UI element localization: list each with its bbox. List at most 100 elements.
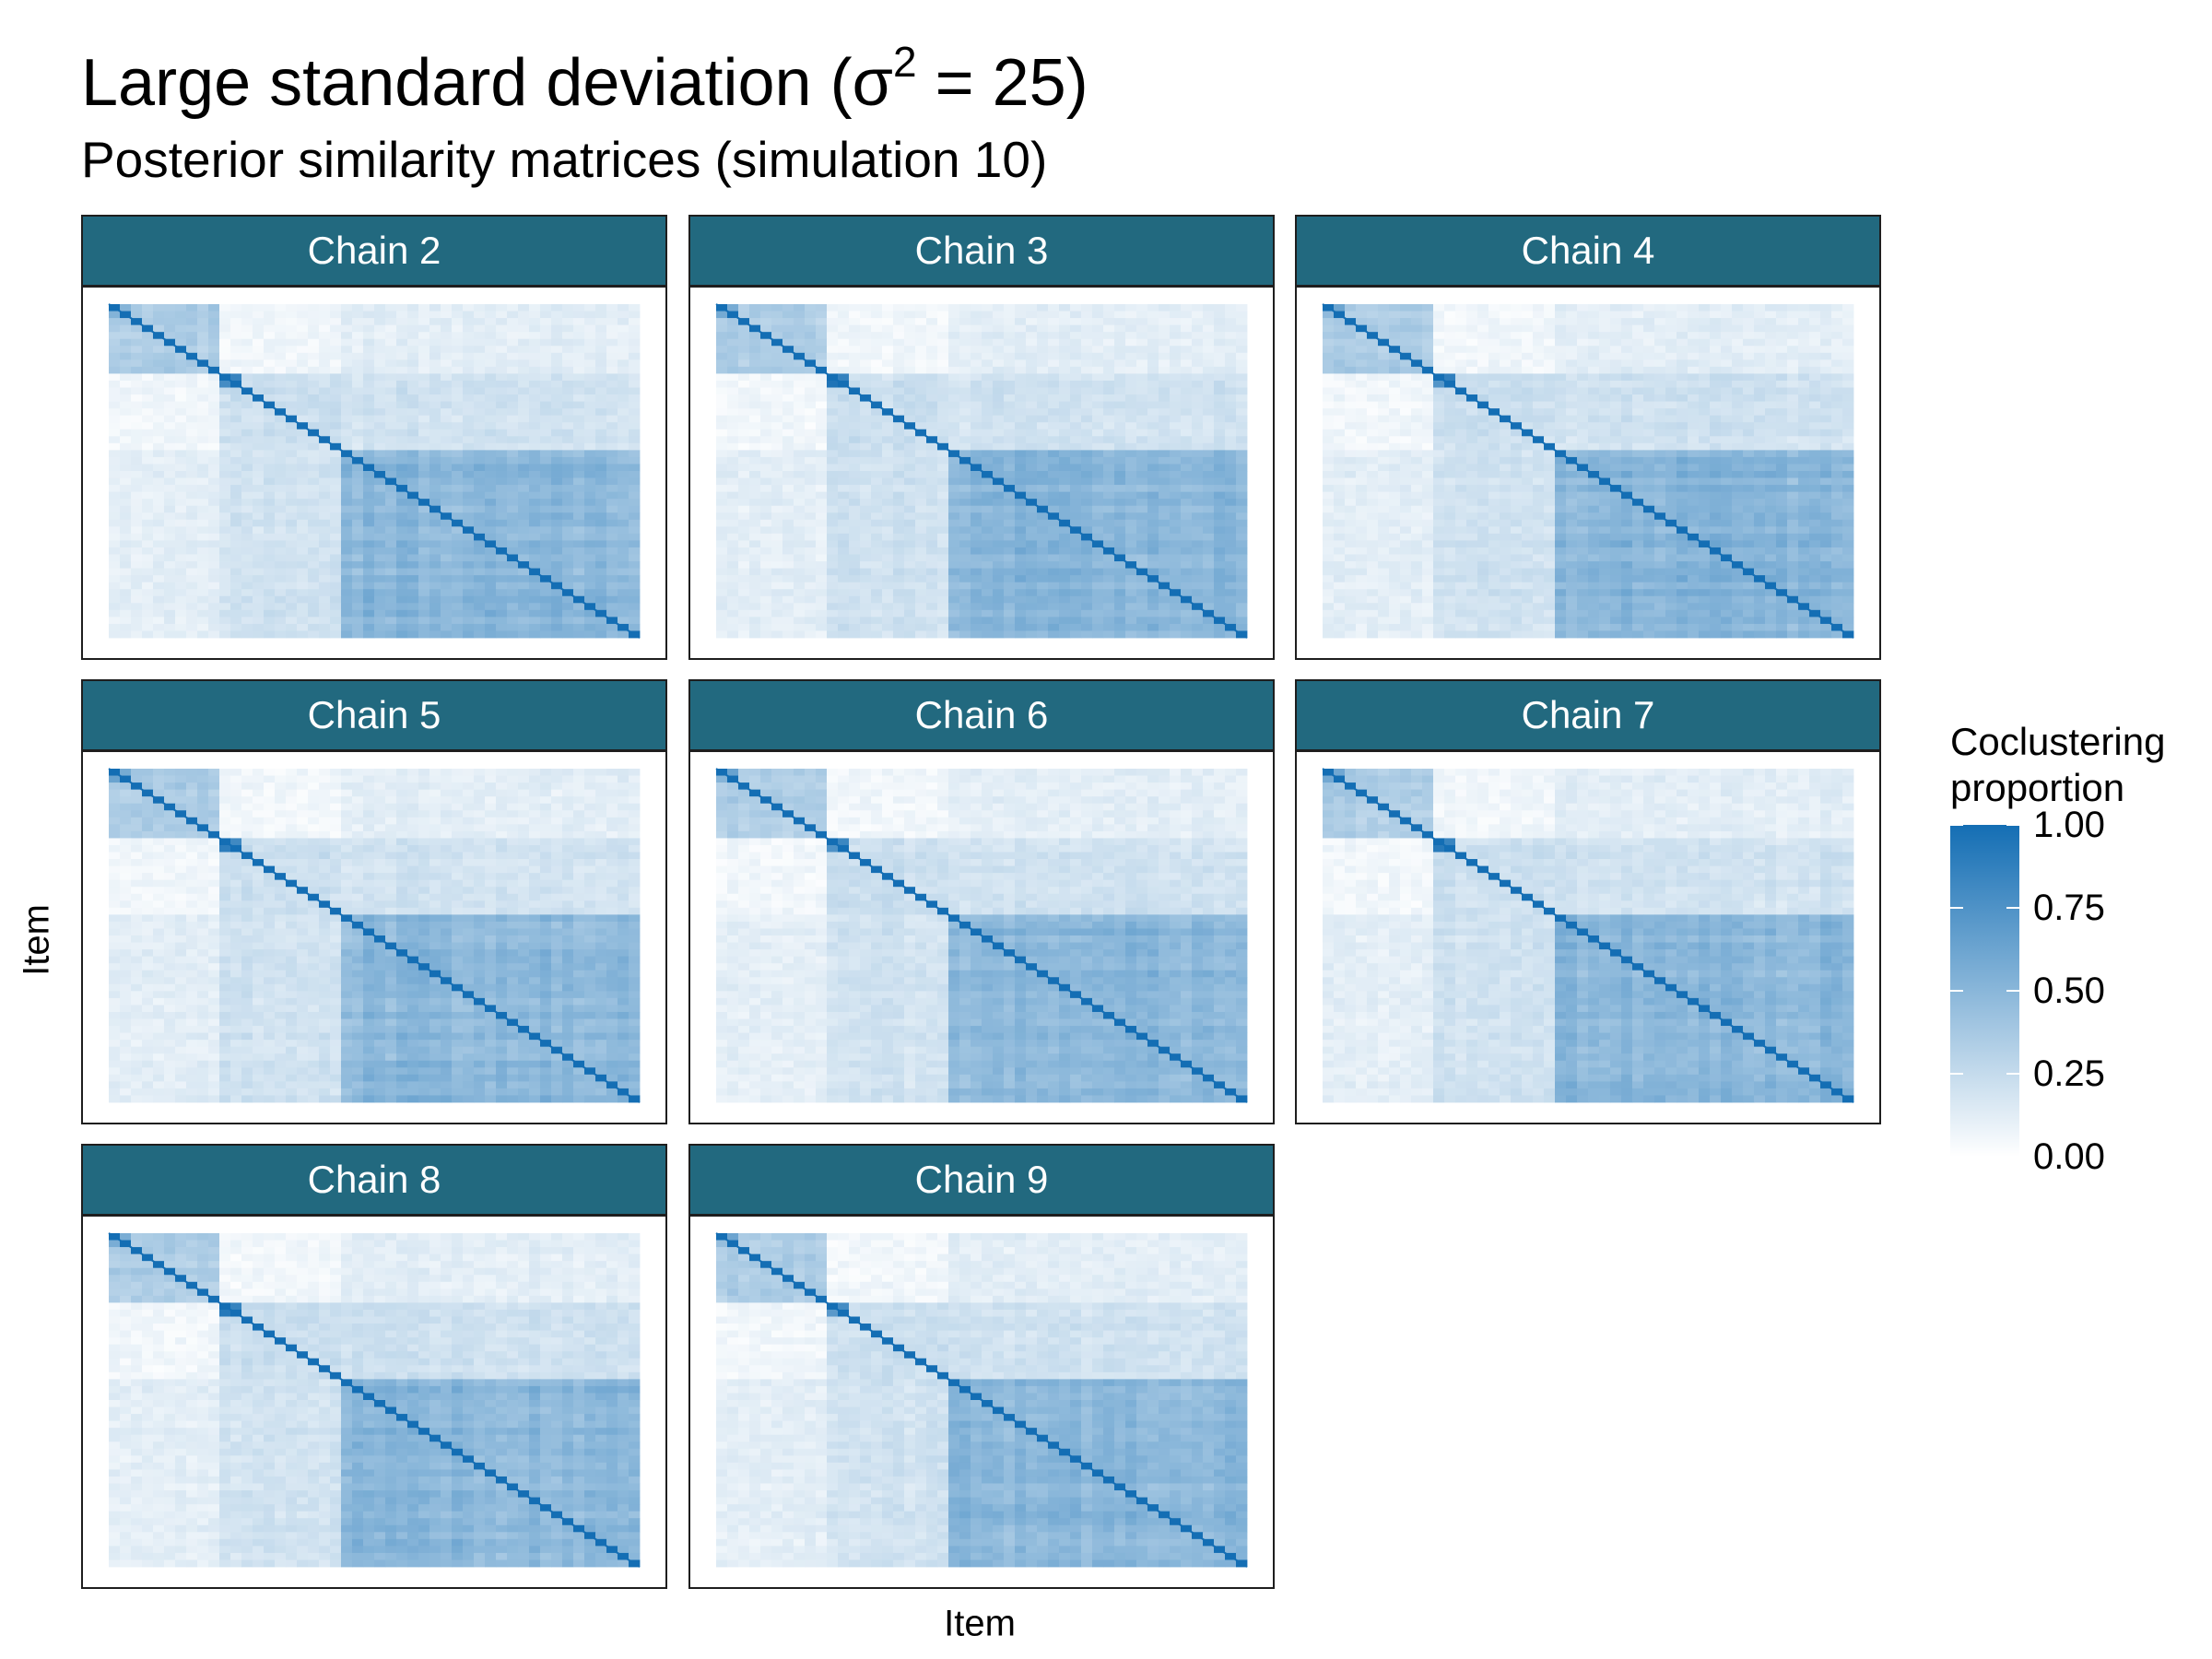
heatmap-cell xyxy=(1136,456,1148,465)
heatmap-cell xyxy=(153,415,165,423)
heatmap-cell xyxy=(1081,554,1093,562)
heatmap-cell xyxy=(275,380,287,388)
heatmap-cell xyxy=(749,533,761,541)
heatmap-cell xyxy=(1389,338,1401,347)
heatmap-cell xyxy=(1048,464,1060,472)
heatmap-cell xyxy=(507,352,519,360)
heatmap-cell xyxy=(109,436,121,444)
heatmap-cell xyxy=(606,485,618,493)
heatmap-cell xyxy=(794,394,806,402)
heatmap-cell xyxy=(1070,324,1082,333)
heatmap-cell xyxy=(629,456,641,465)
heatmap-cell xyxy=(308,324,320,333)
heatmap-cell xyxy=(197,352,209,360)
heatmap-cell xyxy=(860,595,872,604)
heatmap-cell xyxy=(1048,387,1060,395)
heatmap-cell xyxy=(738,561,750,569)
heatmap-cell xyxy=(738,603,750,611)
heatmap-cell xyxy=(297,456,309,465)
heatmap-cell xyxy=(230,623,242,631)
heatmap-cell xyxy=(1433,352,1445,360)
heatmap-cell xyxy=(1059,318,1071,326)
heatmap-cell xyxy=(485,464,497,472)
heatmap-cell xyxy=(782,422,794,430)
heatmap-cell xyxy=(893,394,905,402)
heatmap-cell xyxy=(749,554,761,562)
heatmap-cell xyxy=(540,526,552,535)
heatmap-cell xyxy=(749,477,761,486)
heatmap-cell xyxy=(838,505,850,513)
heatmap-cell xyxy=(1147,394,1159,402)
heatmap-cell xyxy=(893,595,905,604)
heatmap-cell xyxy=(1214,512,1226,521)
heatmap-cell xyxy=(893,630,905,639)
heatmap-cell xyxy=(264,332,276,340)
heatmap-cell xyxy=(573,456,585,465)
heatmap-cell xyxy=(727,477,739,486)
heatmap-cell xyxy=(1665,311,1677,319)
heatmap-cell xyxy=(441,561,453,569)
heatmap-cell xyxy=(241,603,253,611)
heatmap-cell xyxy=(1070,408,1082,417)
heatmap-cell xyxy=(849,442,861,451)
heatmap-cell xyxy=(948,561,960,569)
heatmap-cell xyxy=(849,630,861,639)
heatmap-cell xyxy=(264,346,276,354)
heatmap-cell xyxy=(1048,471,1060,478)
heatmap-cell xyxy=(1015,304,1027,312)
heatmap-cell xyxy=(959,623,971,631)
heatmap-cell xyxy=(948,589,960,597)
heatmap-cell xyxy=(496,408,508,417)
heatmap-cell xyxy=(1048,338,1060,347)
heatmap-cell xyxy=(618,318,629,326)
heatmap-cell xyxy=(186,332,198,340)
heatmap-cell xyxy=(253,499,265,507)
heatmap-cell xyxy=(1477,324,1489,333)
heatmap-cell xyxy=(507,338,519,347)
heatmap-cell xyxy=(253,512,265,521)
heatmap-cell xyxy=(551,415,563,423)
heatmap-cell xyxy=(153,595,165,604)
heatmap-cell xyxy=(871,338,883,347)
heatmap-cell xyxy=(540,332,552,340)
heatmap-cell xyxy=(882,491,894,500)
heatmap-cell xyxy=(1159,477,1171,486)
heatmap-cell xyxy=(142,554,154,562)
heatmap-cell xyxy=(982,609,994,618)
heatmap-cell xyxy=(286,304,298,312)
heatmap-cell xyxy=(1214,456,1226,465)
heatmap-cell xyxy=(197,464,209,472)
heatmap-cell xyxy=(937,422,949,430)
heatmap-cell xyxy=(716,533,728,541)
heatmap-cell xyxy=(330,387,342,395)
heatmap-cell xyxy=(1159,442,1171,451)
heatmap-cell xyxy=(716,554,728,562)
heatmap-cell xyxy=(584,547,596,555)
heatmap-cell xyxy=(529,561,541,569)
heatmap-cell xyxy=(264,526,276,535)
heatmap-cell xyxy=(1004,617,1016,625)
heatmap-cell xyxy=(1236,499,1248,507)
heatmap-cell xyxy=(838,617,850,625)
heatmap-cell xyxy=(827,450,839,458)
heatmap-cell xyxy=(1092,477,1104,486)
heatmap-cell xyxy=(496,630,508,639)
heatmap-cell xyxy=(1225,491,1237,500)
heatmap-cell xyxy=(937,387,949,395)
heatmap-cell xyxy=(120,533,132,541)
heatmap-cell xyxy=(485,408,497,417)
heatmap-cell xyxy=(1048,595,1060,604)
heatmap-cell xyxy=(749,401,761,409)
heatmap-cell xyxy=(219,617,231,625)
heatmap-cell xyxy=(175,338,187,347)
heatmap-cell xyxy=(1026,359,1038,368)
heatmap-cell xyxy=(529,359,541,368)
heatmap-cell xyxy=(948,554,960,562)
heatmap-cell xyxy=(264,554,276,562)
heatmap-cell xyxy=(297,401,309,409)
heatmap-cell xyxy=(120,401,132,409)
heatmap-cell xyxy=(485,401,497,409)
heatmap-cell xyxy=(1114,408,1126,417)
heatmap-cell xyxy=(540,519,552,527)
heatmap-cell xyxy=(164,346,176,354)
